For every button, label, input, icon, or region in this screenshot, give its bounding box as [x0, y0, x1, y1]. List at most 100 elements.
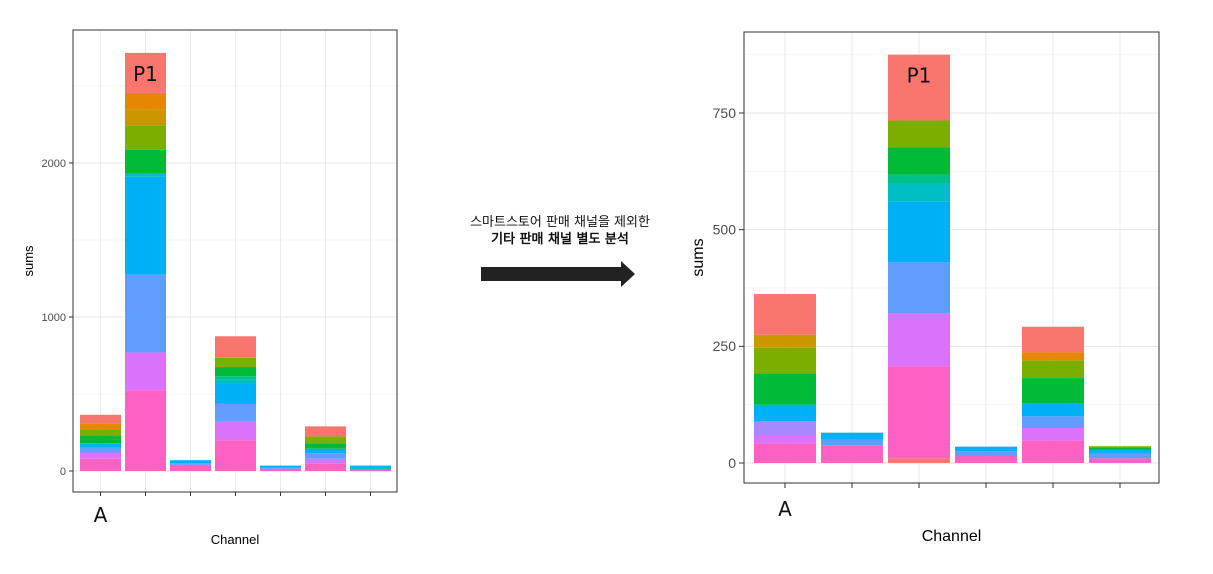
stacked-bar-6 — [350, 465, 391, 471]
bar-segment — [305, 426, 346, 437]
bar-segment — [80, 429, 121, 436]
bar-segment — [305, 453, 346, 459]
bar-segment — [888, 366, 950, 459]
y-axis-title: sums — [690, 238, 707, 276]
bar-segment — [1022, 326, 1084, 353]
bar-segment — [260, 467, 301, 469]
stacked-bar-2 — [170, 460, 211, 471]
bar-segment — [821, 439, 883, 446]
bar-segment — [1089, 458, 1151, 463]
plot-border — [743, 31, 1160, 484]
bar-segment — [888, 183, 950, 202]
bar-segment — [1022, 400, 1084, 404]
bar-segment — [350, 465, 391, 468]
bar-segment — [215, 420, 256, 441]
left-chart: 0 1000 2000 Channel sums A P1 — [21, 29, 398, 547]
transition-annotation: 스마트스토어 판매 채널을 제외한 기타 판매 채널 별도 분석 — [440, 214, 680, 248]
y-tick-label: 0 — [60, 466, 66, 478]
bar-segment — [888, 120, 950, 148]
bar-segment — [215, 404, 256, 421]
bar-segment — [1022, 352, 1084, 361]
bar-segment — [1089, 449, 1151, 454]
bar-segment — [1089, 453, 1151, 459]
bar-segment — [1022, 416, 1084, 428]
bar-annotation: A — [94, 503, 108, 527]
bar-segment — [1022, 403, 1084, 417]
y-tick-label: 0 — [728, 455, 736, 471]
bar-segment — [125, 52, 166, 93]
bar-segment — [955, 451, 1017, 456]
bar-segment — [1022, 440, 1084, 463]
bar-segment — [80, 414, 121, 424]
bar-segment — [170, 460, 211, 464]
bar-segment — [215, 357, 256, 368]
bar-segment — [1089, 447, 1151, 450]
stacked-bar-5 — [1089, 446, 1151, 463]
bar-segment — [80, 443, 121, 448]
bar-segment — [125, 274, 166, 353]
bar-segment — [754, 347, 816, 374]
right-chart: 0 250 500 750 Channel sums A P1 — [690, 31, 1160, 545]
bar-segment — [260, 465, 301, 468]
bar-segment — [80, 435, 121, 444]
bar-segment — [80, 452, 121, 459]
bar-segment — [305, 436, 346, 444]
bar-segment — [1022, 360, 1084, 379]
x-axis-title: Channel — [211, 532, 260, 547]
bar-segment — [80, 458, 121, 471]
y-axis-title: sums — [21, 245, 36, 277]
stacked-bar-4 — [1022, 326, 1084, 463]
stacked-bar-2 — [888, 54, 950, 463]
bar-segment — [1022, 378, 1084, 400]
bar-segment — [888, 54, 950, 121]
arrow-shaft — [481, 267, 621, 281]
bar-segment — [1089, 446, 1151, 448]
bar-segment — [170, 464, 211, 471]
bar-segment — [125, 109, 166, 126]
bar-segment — [125, 92, 166, 110]
stacked-bar-3 — [215, 336, 256, 471]
arrow-head — [621, 261, 635, 287]
bar-segment — [80, 423, 121, 430]
bar-segment — [215, 336, 256, 358]
bar-segment — [821, 432, 883, 440]
bar-segment — [754, 294, 816, 335]
stacked-bar-0 — [80, 414, 121, 471]
annotation-line-1: 스마트스토어 판매 채널을 제외한 — [470, 215, 650, 230]
y-tick-label: 750 — [713, 105, 737, 121]
bar-annotation: P1 — [133, 62, 158, 86]
y-tick-label: 250 — [713, 338, 737, 354]
stacked-bar-3 — [955, 446, 1017, 463]
bar-segment — [955, 456, 1017, 463]
bar-segment — [260, 468, 301, 471]
bar-segment — [305, 463, 346, 471]
bar-segment — [125, 352, 166, 391]
annotation-line-2: 기타 판매 채널 별도 분석 — [491, 232, 629, 247]
x-axis-title: Channel — [922, 528, 982, 545]
bar-segment — [754, 435, 816, 444]
bar-segment — [350, 467, 391, 470]
bar-segment — [215, 383, 256, 405]
bar-segment — [170, 463, 211, 465]
bar-segment — [305, 443, 346, 449]
bar-segment — [754, 373, 816, 405]
bar-segment — [305, 448, 346, 454]
bar-segment — [125, 176, 166, 275]
bar-segment — [125, 173, 166, 177]
bar-segment — [305, 458, 346, 464]
bar-segment — [215, 367, 256, 377]
stacked-bar-5 — [305, 426, 346, 471]
bar-segment — [821, 445, 883, 463]
bar-segment — [350, 469, 391, 471]
bar-segment — [754, 421, 816, 435]
bar-segment — [888, 174, 950, 184]
bar-annotation: A — [778, 497, 792, 521]
stacked-bar-1 — [125, 52, 166, 471]
bar-annotation: P1 — [907, 64, 932, 88]
bar-segment — [888, 313, 950, 367]
y-tick-label: 2000 — [42, 158, 66, 170]
bar-segment — [955, 446, 1017, 452]
bar-segment — [754, 404, 816, 421]
bar-segment — [80, 447, 121, 453]
